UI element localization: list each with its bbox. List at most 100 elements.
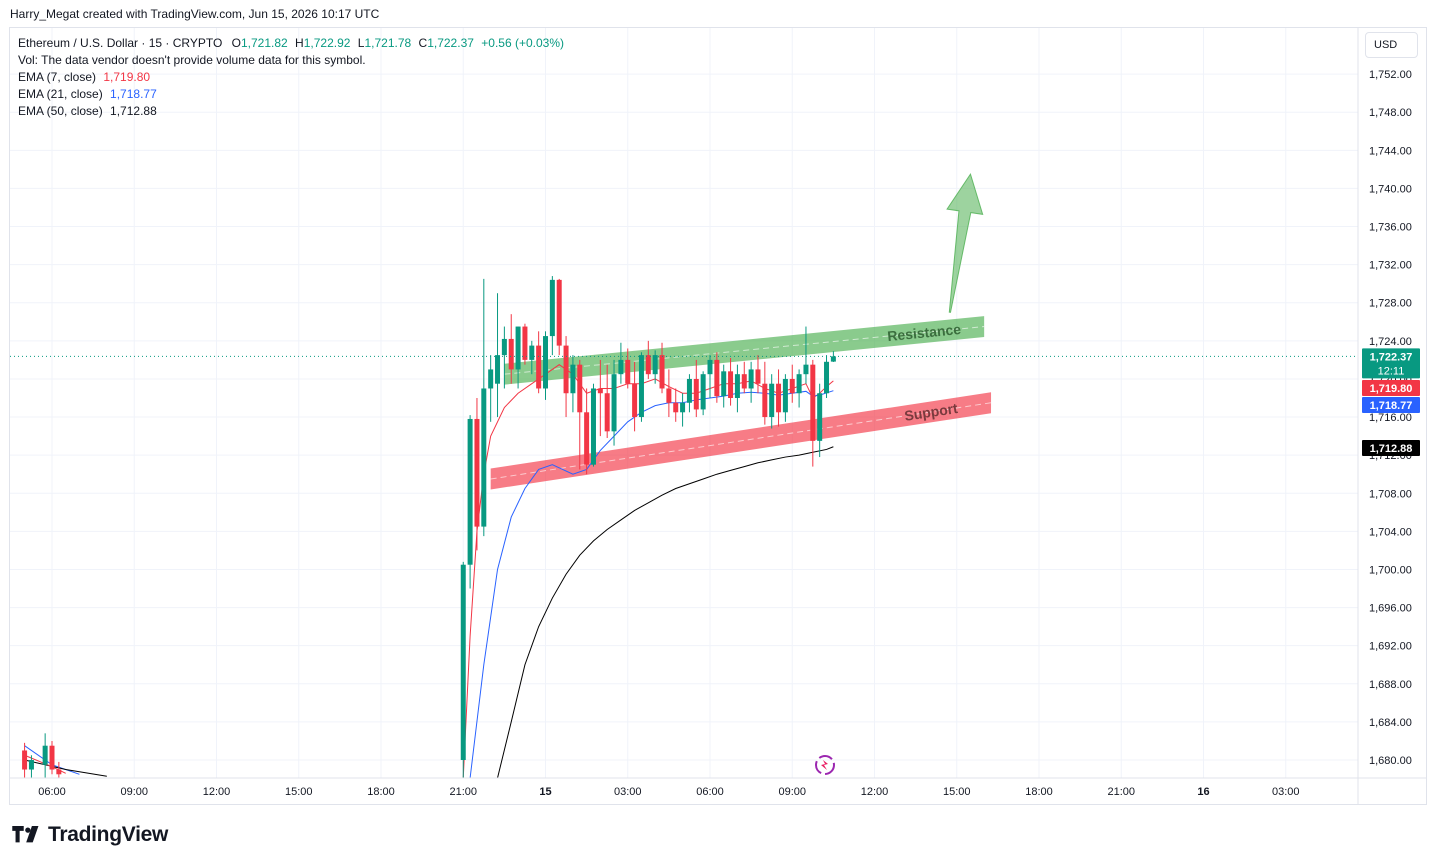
candle-body[interactable] — [645, 355, 651, 375]
chart-frame[interactable] — [9, 27, 1427, 805]
candle-body[interactable] — [28, 760, 34, 770]
candle-body[interactable] — [495, 355, 501, 384]
candle-body[interactable] — [597, 388, 603, 394]
currency-button[interactable]: USD — [1365, 32, 1418, 58]
candle-body[interactable] — [796, 374, 802, 394]
candle-body[interactable] — [584, 412, 590, 465]
candle-body[interactable] — [467, 418, 473, 565]
symbol-title[interactable]: Ethereum / U.S. Dollar · 15 · CRYPTO — [18, 36, 223, 50]
candle-body[interactable] — [734, 374, 740, 399]
time-tick-label: 15:00 — [285, 786, 313, 798]
prior-ema-line — [24, 759, 107, 777]
up-arrow-annotation[interactable] — [946, 172, 984, 313]
candle-body[interactable] — [700, 374, 706, 410]
replay-icon[interactable] — [815, 755, 835, 775]
candle-body[interactable] — [625, 359, 631, 384]
current-price-tag[interactable]: 1,722.37 12:11 — [1362, 348, 1420, 379]
candle-body[interactable] — [515, 326, 521, 370]
candle-body[interactable] — [508, 338, 514, 370]
price-tick-label: 1,700.00 — [1369, 564, 1412, 576]
candle-body[interactable] — [666, 388, 672, 403]
legend-ema50[interactable]: EMA (50, close) 1,712.88 — [18, 103, 564, 120]
ema-price-tag[interactable]: 1,718.77 — [1362, 397, 1420, 413]
candle-body[interactable] — [803, 364, 809, 375]
candle-body[interactable] — [776, 383, 782, 413]
candle-body[interactable] — [659, 355, 665, 389]
time-tick-label: 06:00 — [38, 786, 66, 798]
close-label: C — [418, 36, 428, 50]
candle-body[interactable] — [522, 326, 528, 360]
candle-body[interactable] — [49, 745, 55, 770]
candle-body[interactable] — [474, 418, 480, 527]
candle-body[interactable] — [693, 378, 699, 410]
legend-ema21[interactable]: EMA (21, close) 1,718.77 — [18, 86, 564, 103]
ema-price-tag-bg — [1362, 380, 1420, 396]
ema50-label: EMA (50, close) — [18, 104, 103, 118]
time-tick-label: 21:00 — [1107, 786, 1135, 798]
candle-body[interactable] — [789, 378, 795, 394]
candle-body[interactable] — [686, 378, 692, 403]
candle-body[interactable] — [824, 361, 830, 394]
ema-line[interactable] — [497, 446, 834, 779]
candle-body[interactable] — [563, 345, 569, 394]
time-tick-label: 03:00 — [1272, 786, 1300, 798]
candle-body[interactable] — [748, 369, 754, 389]
candle-body[interactable] — [56, 769, 62, 775]
candle-body[interactable] — [556, 279, 562, 346]
candle-body[interactable] — [577, 364, 583, 413]
ema-price-tag-text: 1,712.88 — [1370, 443, 1413, 455]
high-value: 1,722.92 — [303, 36, 351, 50]
price-tick-label: 1,680.00 — [1369, 755, 1412, 767]
price-tick-label: 1,716.00 — [1369, 412, 1412, 424]
candle-body[interactable] — [652, 355, 658, 375]
candle-body[interactable] — [707, 359, 713, 375]
candle-body[interactable] — [769, 383, 775, 418]
ema21-label: EMA (21, close) — [18, 87, 103, 101]
candle-body[interactable] — [673, 402, 679, 413]
candle-body[interactable] — [638, 355, 644, 418]
candle-body[interactable] — [536, 345, 542, 389]
price-tick-label: 1,748.00 — [1369, 107, 1412, 119]
candle-body[interactable] — [488, 369, 494, 389]
candle-body[interactable] — [42, 745, 48, 765]
candle-body[interactable] — [22, 750, 28, 770]
ema-price-tag-text: 1,718.77 — [1370, 400, 1413, 412]
candle-body[interactable] — [782, 378, 788, 413]
candle-body[interactable] — [460, 564, 466, 760]
volume-note: Vol: The data vendor doesn't provide vol… — [18, 53, 366, 67]
candle-body[interactable] — [611, 374, 617, 432]
candle-body[interactable] — [543, 336, 549, 389]
candle-body[interactable] — [714, 359, 720, 397]
time-tick-label: 18:00 — [367, 786, 395, 798]
ema-price-tag[interactable]: 1,719.80 — [1362, 380, 1420, 396]
tradingview-logo[interactable]: TradingView — [12, 823, 168, 847]
ema-price-tag[interactable]: 1,712.88 — [1362, 440, 1420, 456]
candle-body[interactable] — [762, 383, 768, 418]
replay-icon-bolt — [821, 760, 828, 770]
candle-body[interactable] — [529, 345, 535, 360]
time-tick-label: 09:00 — [778, 786, 806, 798]
candle-body[interactable] — [501, 338, 507, 356]
candle-body[interactable] — [618, 359, 624, 375]
candle-body[interactable] — [830, 356, 836, 362]
candle-body[interactable] — [741, 374, 747, 389]
chart-legend: Ethereum / U.S. Dollar · 15 · CRYPTO O1,… — [18, 35, 564, 120]
legend-ema7[interactable]: EMA (7, close) 1,719.80 — [18, 69, 564, 86]
misc-icons — [815, 755, 835, 775]
candle-body[interactable] — [755, 369, 761, 384]
candle-body[interactable] — [810, 364, 816, 441]
candle-body[interactable] — [590, 388, 596, 465]
low-value: 1,721.78 — [364, 36, 412, 50]
candle-body[interactable] — [604, 393, 610, 432]
price-tick-label: 1,704.00 — [1369, 526, 1412, 538]
candle-body[interactable] — [481, 388, 487, 527]
candle-body[interactable] — [728, 371, 734, 399]
candle-body[interactable] — [680, 402, 686, 413]
candle-body[interactable] — [549, 279, 555, 337]
candle-body[interactable] — [817, 393, 823, 441]
current-price-tag-text: 1,722.37 — [1370, 351, 1413, 363]
candle-body[interactable] — [632, 383, 638, 418]
candle-body[interactable] — [570, 364, 576, 394]
candle-body[interactable] — [721, 371, 727, 397]
